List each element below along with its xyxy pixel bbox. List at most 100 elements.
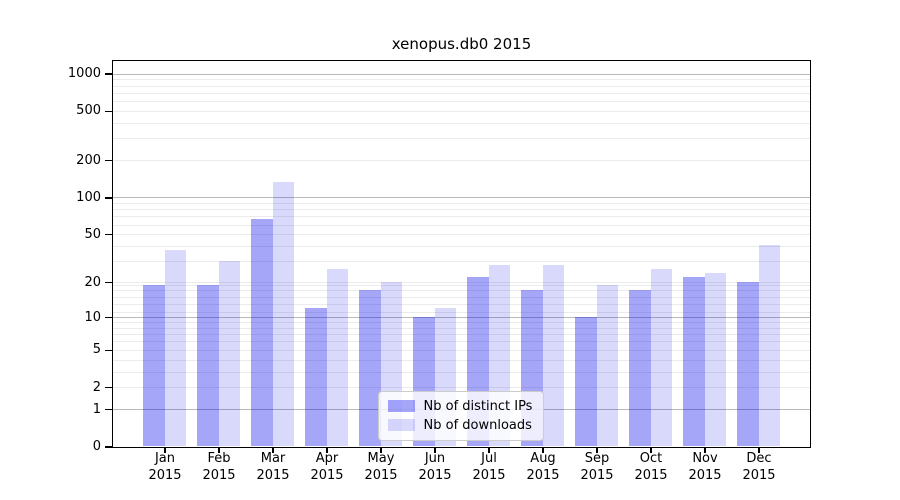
y-axis-tick: [105, 349, 112, 351]
y-axis-tick-label: 5: [92, 342, 101, 358]
x-axis-tick: [488, 447, 490, 453]
gridline-minor: [112, 312, 810, 314]
gridline-minor: [112, 290, 810, 292]
x-axis-tick-label: Feb 2015: [202, 451, 236, 483]
x-axis-tick: [326, 447, 328, 453]
y-axis-tick: [105, 233, 112, 236]
gridline-minor: [112, 341, 810, 343]
gridline-major: [112, 197, 810, 199]
gridline-minor: [112, 224, 810, 226]
y-axis-tick: [105, 73, 112, 75]
x-axis-tick: [704, 447, 706, 453]
legend-item-downloads: Nb of downloads: [387, 416, 534, 435]
gridline-minor: [112, 234, 810, 236]
x-axis-tick: [758, 447, 760, 453]
y-axis-tick-label: 0: [92, 439, 101, 454]
gridline-minor: [112, 246, 810, 247]
x-axis-tick: [272, 447, 274, 453]
gridline-minor: [112, 327, 810, 329]
x-axis-tick: [596, 447, 598, 453]
x-axis-tick: [218, 447, 220, 453]
bar-mar-downloads: [272, 182, 294, 447]
x-axis-tick-label: Aug 2015: [526, 451, 560, 483]
gridline-minor: [112, 122, 810, 124]
x-axis-tick-label: Apr 2015: [310, 451, 344, 483]
bar-mar-distinct-ips: [251, 218, 273, 447]
gridline-minor: [112, 101, 810, 103]
gridline-major: [112, 73, 810, 75]
x-axis-tick: [380, 447, 382, 453]
x-axis-tick-label: Jan 2015: [148, 451, 182, 483]
gridline-minor: [112, 202, 810, 204]
gridline-minor: [112, 334, 810, 336]
x-axis-tick-label: Dec 2015: [742, 451, 776, 483]
gridline-minor: [112, 304, 810, 306]
gridline-minor: [112, 296, 810, 298]
gridline-minor: [112, 216, 810, 218]
y-axis-tick: [105, 159, 112, 162]
gridline-minor: [112, 371, 810, 373]
x-axis-tick-label: Oct 2015: [634, 451, 668, 483]
gridline-minor: [112, 284, 810, 286]
y-axis-tick-label: 500: [76, 103, 101, 119]
y-axis-tick: [105, 386, 112, 389]
bar-aug-downloads: [542, 264, 564, 447]
legend-swatch-downloads: [387, 419, 415, 431]
x-axis-tick: [542, 447, 544, 453]
gridline-minor: [112, 110, 810, 112]
bar-feb-downloads: [218, 261, 240, 447]
bar-apr-distinct-ips: [305, 308, 327, 447]
bar-sep-downloads: [596, 284, 618, 447]
bar-jan-downloads: [164, 250, 186, 447]
bar-jan-distinct-ips: [143, 284, 165, 447]
y-axis-tick-label: 1: [92, 401, 101, 417]
plot-area: Nb of distinct IPs Nb of downloads: [111, 59, 811, 448]
y-axis-tick: [105, 110, 112, 113]
y-axis-tick-label: 2: [92, 379, 101, 395]
bar-oct-downloads: [650, 268, 672, 447]
x-axis-tick-label: Jun 2015: [418, 451, 452, 483]
legend: Nb of distinct IPs Nb of downloads: [377, 390, 544, 441]
gridline-major: [112, 317, 810, 319]
gridline-minor: [112, 92, 810, 94]
gridline-minor: [112, 138, 810, 140]
x-axis-tick: [434, 447, 436, 453]
y-axis-tick: [105, 281, 112, 284]
x-axis-tick: [164, 447, 166, 453]
bar-oct-distinct-ips: [629, 290, 651, 447]
bar-may-distinct-ips: [359, 290, 381, 447]
bar-sep-distinct-ips: [575, 317, 597, 447]
gridline-minor: [112, 349, 810, 351]
y-axis-tick-label: 20: [84, 274, 101, 290]
y-axis-tick-label: 1000: [67, 66, 101, 81]
gridline-minor: [112, 359, 810, 361]
bar-nov-distinct-ips: [683, 277, 705, 447]
y-axis-tick: [105, 446, 112, 448]
x-axis-tick: [650, 447, 652, 453]
chart-title: xenopus.db0 2015: [391, 35, 532, 53]
y-axis-tick-label: 10: [84, 309, 101, 325]
y-axis-tick: [105, 197, 112, 199]
y-axis-tick-label: 50: [84, 226, 101, 242]
y-axis-tick-label: 200: [76, 152, 101, 168]
y-axis-tick-label: 100: [76, 189, 101, 205]
y-axis-tick: [105, 316, 112, 319]
legend-label-distinct-ips: Nb of distinct IPs: [423, 398, 533, 414]
x-axis-tick-label: Mar 2015: [256, 451, 290, 483]
bar-apr-downloads: [326, 268, 348, 447]
bar-dec-distinct-ips: [737, 282, 759, 447]
bar-feb-distinct-ips: [197, 284, 219, 447]
bar-nov-downloads: [704, 272, 726, 447]
gridline-minor: [112, 160, 810, 162]
legend-swatch-distinct-ips: [387, 400, 415, 412]
gridline-minor: [112, 209, 810, 211]
gridline-minor: [112, 85, 810, 87]
gridline-minor: [112, 79, 810, 81]
x-axis-tick-label: Nov 2015: [688, 451, 722, 483]
y-axis-tick: [105, 408, 112, 411]
legend-item-distinct-ips: Nb of distinct IPs: [387, 397, 534, 416]
x-axis-tick-label: Sep 2015: [580, 451, 614, 483]
gridline-minor: [112, 261, 810, 263]
x-axis-tick-label: Jul 2015: [472, 451, 506, 483]
